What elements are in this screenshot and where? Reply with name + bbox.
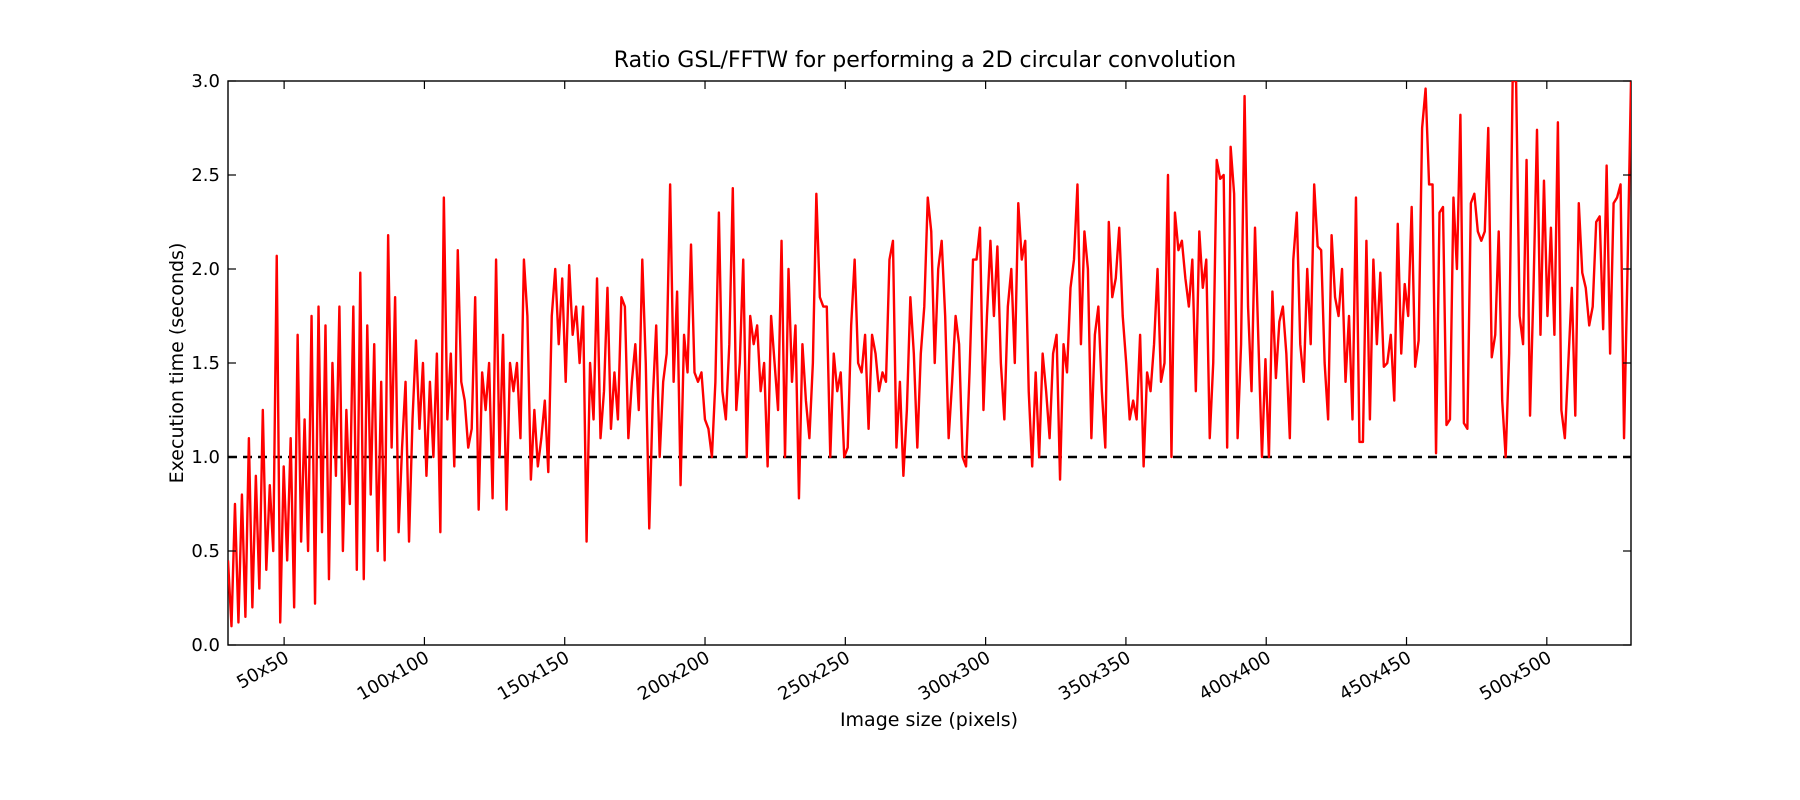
- x-tick-label: 450x450: [1336, 647, 1415, 705]
- series-layer: [228, 81, 1631, 628]
- chart-title: Ratio GSL/FFTW for performing a 2D circu…: [614, 48, 1236, 73]
- y-tick-label: 0.0: [191, 635, 220, 656]
- x-tick-label: 250x250: [775, 647, 854, 705]
- x-tick-label: 150x150: [494, 647, 573, 705]
- y-axis-label: Execution time (seconds): [166, 243, 188, 484]
- y-tick-label: 2.5: [191, 165, 220, 186]
- y-tick-label: 3.0: [191, 71, 220, 92]
- y-tick-label: 1.0: [191, 447, 220, 468]
- ratio-series-line: [228, 81, 1631, 628]
- x-tick-label: 100x100: [354, 647, 433, 705]
- y-tick-label: 2.0: [191, 259, 220, 280]
- x-axis-label: Image size (pixels): [840, 709, 1018, 731]
- x-tick-label: 50x50: [233, 647, 292, 693]
- x-tick-label: 200x200: [634, 647, 713, 705]
- axes-layer: 0.0 0.5 1.0 1.5 2.0 2.5 3.0 50x50 100x100 150x150…: [191, 71, 1631, 705]
- x-tick-label: 300x300: [915, 647, 994, 705]
- x-tick-label: 500x500: [1476, 647, 1555, 705]
- y-tick-label: 1.5: [191, 353, 220, 374]
- x-tick-label: 350x350: [1055, 647, 1134, 705]
- x-tick-label: 400x400: [1195, 647, 1274, 705]
- y-tick-label: 0.5: [191, 541, 220, 562]
